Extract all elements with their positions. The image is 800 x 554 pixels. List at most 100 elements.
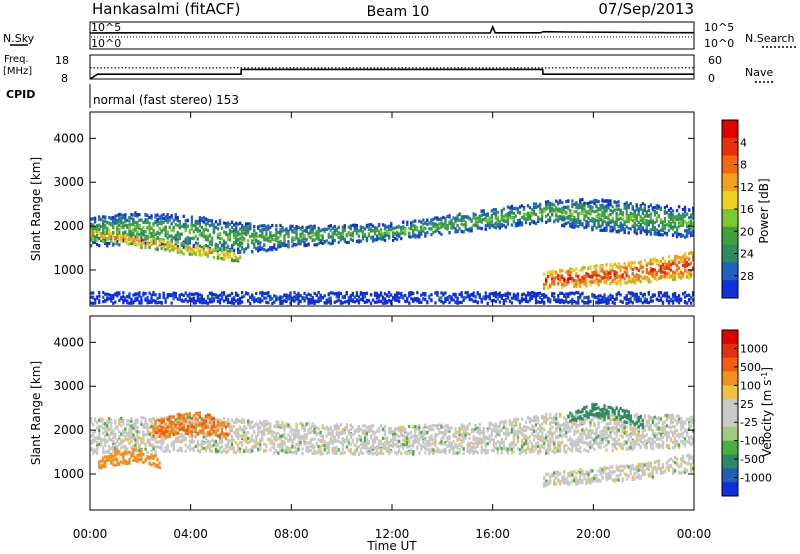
range-gate-cell bbox=[255, 247, 258, 251]
range-gate-cell bbox=[613, 280, 616, 284]
range-gate-cell bbox=[432, 222, 435, 226]
range-gate-cell bbox=[243, 294, 246, 298]
range-gate-cell bbox=[522, 215, 526, 219]
range-gate-cell bbox=[627, 205, 630, 210]
range-gate-cell bbox=[589, 218, 592, 223]
range-gate-cell bbox=[140, 295, 143, 300]
range-gate-cell bbox=[692, 209, 695, 213]
range-gate-cell bbox=[237, 443, 240, 447]
range-gate-cell bbox=[321, 228, 324, 232]
range-gate-cell bbox=[690, 233, 693, 238]
range-gate-cell bbox=[261, 433, 264, 437]
range-gate-cell bbox=[383, 299, 387, 303]
range-gate-cell bbox=[239, 240, 242, 245]
range-gate-cell bbox=[106, 439, 109, 443]
range-gate-cell bbox=[692, 216, 695, 220]
range-gate-cell bbox=[528, 206, 532, 210]
range-gate-cell bbox=[132, 293, 135, 297]
range-gate-cell bbox=[677, 275, 681, 279]
range-gate-cell bbox=[355, 227, 359, 231]
range-gate-cell bbox=[152, 228, 155, 232]
range-gate-cell bbox=[661, 301, 665, 305]
range-gate-cell bbox=[422, 222, 425, 226]
range-gate-cell bbox=[573, 284, 576, 288]
range-gate-cell bbox=[690, 227, 693, 231]
range-gate-cell bbox=[553, 280, 556, 285]
range-gate-cell bbox=[675, 228, 679, 232]
range-gate-cell bbox=[615, 264, 618, 268]
range-gate-cell bbox=[653, 229, 656, 233]
range-gate-cell bbox=[627, 220, 630, 224]
range-gate-cell bbox=[232, 449, 236, 453]
range-gate-cell bbox=[126, 239, 129, 243]
range-gate-cell bbox=[587, 220, 590, 224]
range-gate-cell bbox=[232, 446, 236, 450]
y-tick-label: 4000 bbox=[53, 131, 84, 145]
range-gate-cell bbox=[305, 228, 308, 232]
range-gate-cell bbox=[279, 434, 282, 438]
range-gate-cell bbox=[146, 440, 149, 444]
range-gate-cell bbox=[551, 273, 554, 277]
range-gate-cell bbox=[512, 206, 516, 211]
range-gate-cell bbox=[297, 242, 300, 246]
range-gate-cell bbox=[365, 239, 369, 243]
range-gate-cell bbox=[104, 422, 107, 426]
range-gate-cell bbox=[633, 217, 636, 221]
range-gate-cell bbox=[263, 238, 266, 242]
range-gate-cell bbox=[595, 273, 598, 277]
range-gate-cell bbox=[611, 279, 614, 283]
range-gate-cell bbox=[237, 247, 240, 251]
range-gate-cell bbox=[623, 227, 626, 231]
range-gate-cell bbox=[192, 236, 195, 240]
range-gate-cell bbox=[235, 241, 238, 245]
range-gate-cell bbox=[321, 237, 324, 242]
range-gate-cell bbox=[295, 225, 298, 229]
range-gate-cell bbox=[110, 421, 113, 425]
range-gate-cell bbox=[567, 199, 570, 203]
range-gate-cell bbox=[414, 233, 417, 237]
range-gate-cell bbox=[297, 298, 300, 302]
range-gate-cell bbox=[454, 230, 457, 234]
range-gate-cell bbox=[545, 220, 548, 224]
range-gate-cell bbox=[667, 255, 671, 259]
range-gate-cell bbox=[172, 236, 175, 240]
range-gate-cell bbox=[90, 229, 93, 233]
range-gate-cell bbox=[657, 291, 661, 295]
range-gate-cell bbox=[589, 200, 592, 204]
range-gate-cell bbox=[349, 224, 352, 228]
range-gate-cell bbox=[681, 212, 685, 216]
range-gate-cell bbox=[609, 225, 612, 229]
range-gate-cell bbox=[311, 297, 314, 301]
range-gate-cell bbox=[116, 426, 119, 431]
range-gate-cell bbox=[263, 427, 266, 432]
range-gate-cell bbox=[275, 238, 278, 243]
range-gate-cell bbox=[118, 243, 121, 247]
range-gate-cell bbox=[599, 275, 602, 279]
range-gate-cell bbox=[267, 294, 270, 298]
range-gate-cell bbox=[237, 298, 240, 302]
range-gate-cell bbox=[571, 301, 574, 305]
range-gate-cell bbox=[120, 439, 123, 443]
range-gate-cell bbox=[160, 213, 163, 218]
range-gate-cell bbox=[347, 299, 350, 303]
range-gate-cell bbox=[249, 440, 252, 444]
range-gate-cell bbox=[436, 216, 439, 220]
range-gate-cell bbox=[388, 231, 391, 235]
range-gate-cell bbox=[482, 217, 485, 221]
range-gate-cell bbox=[412, 220, 415, 224]
range-gate-cell bbox=[152, 291, 155, 295]
range-gate-cell bbox=[261, 422, 264, 426]
range-gate-cell bbox=[192, 230, 195, 234]
range-gate-cell bbox=[629, 262, 632, 266]
range-gate-cell bbox=[164, 228, 167, 232]
range-gate-cell bbox=[259, 420, 262, 424]
range-gate-cell bbox=[204, 446, 208, 450]
range-gate-cell bbox=[164, 243, 167, 247]
range-gate-cell bbox=[202, 245, 205, 249]
range-gate-cell bbox=[422, 291, 425, 296]
range-gate-cell bbox=[237, 418, 240, 422]
range-gate-cell bbox=[621, 223, 624, 227]
range-gate-cell bbox=[400, 293, 403, 298]
range-gate-cell bbox=[551, 294, 554, 298]
range-gate-cell bbox=[230, 444, 234, 448]
